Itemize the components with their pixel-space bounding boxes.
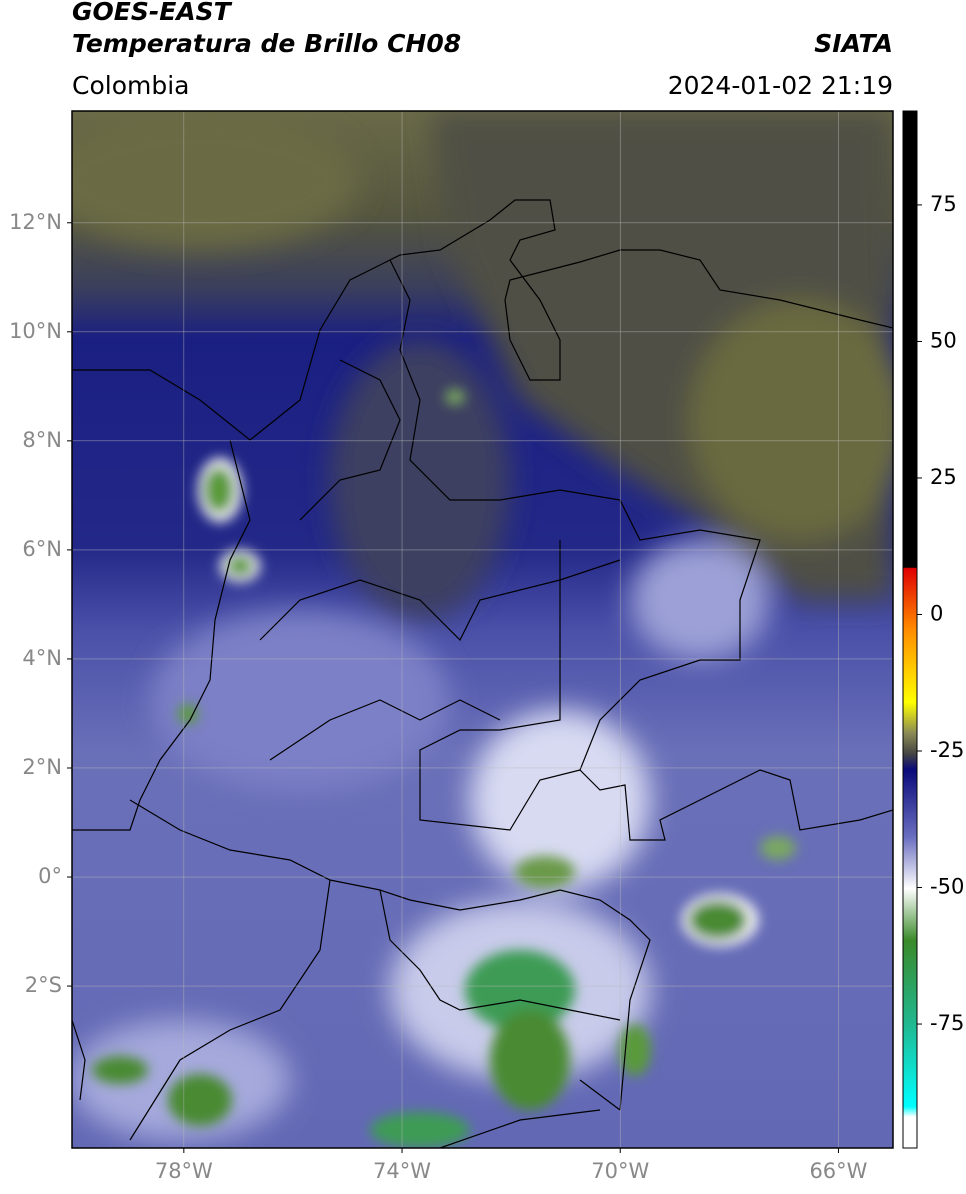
lat-tick-label: 0° xyxy=(38,864,62,888)
colorbar-tick-label: -50 xyxy=(930,875,964,899)
colorbar-tick-label: 75 xyxy=(930,192,957,216)
colorbar-tick-label: -75 xyxy=(930,1011,964,1035)
lat-tick-label: 2°S xyxy=(25,973,62,997)
map-frame xyxy=(71,110,894,1149)
colorbar-tick-label: 50 xyxy=(930,328,957,352)
lon-tick-label: 66°W xyxy=(809,1159,867,1183)
lat-tick-label: 2°N xyxy=(22,755,62,779)
grid xyxy=(72,111,893,1148)
satellite-image xyxy=(72,111,893,1148)
datetime: 2024-01-02 21:19 xyxy=(668,71,893,100)
agency: SIATA xyxy=(814,29,893,58)
lon-tick-label: 74°W xyxy=(373,1159,431,1183)
colorbar-tick-label: 0 xyxy=(930,601,943,625)
colorbar-tick-label: -25 xyxy=(930,738,964,762)
lat-tick-label: 6°N xyxy=(22,537,62,561)
source-title: GOES-EAST xyxy=(72,0,233,26)
colorbar-tick-label: 25 xyxy=(930,465,957,489)
lat-tick-label: 10°N xyxy=(9,319,62,343)
region: Colombia xyxy=(72,71,189,100)
colorbar xyxy=(902,110,918,1149)
lon-tick-label: 78°W xyxy=(155,1159,213,1183)
lat-tick-label: 8°N xyxy=(22,428,62,452)
lat-tick-label: 12°N xyxy=(9,210,62,234)
lat-tick-label: 4°N xyxy=(22,646,62,670)
lon-tick-label: 70°W xyxy=(591,1159,649,1183)
boundaries xyxy=(72,199,893,1148)
product-title: Temperatura de Brillo CH08 xyxy=(72,29,461,58)
